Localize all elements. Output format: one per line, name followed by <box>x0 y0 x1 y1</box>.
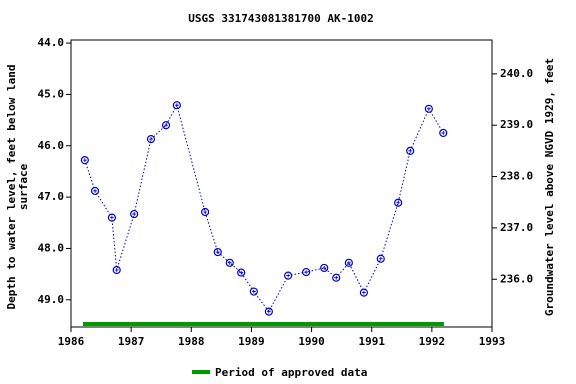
x-tick-label: 1990 <box>298 335 325 348</box>
data-point <box>284 271 293 280</box>
data-point <box>201 207 210 217</box>
data-point-cross <box>239 270 244 275</box>
legend-label: Period of approved data <box>215 366 367 379</box>
y2-tick-label: 237.0 <box>500 221 533 234</box>
y-tick-label: 45.0 <box>38 87 65 100</box>
data-point-cross <box>286 273 291 278</box>
y-tick-label: 47.0 <box>38 190 65 203</box>
data-point <box>376 254 385 263</box>
data-point <box>264 307 273 316</box>
plot-frame <box>70 39 493 328</box>
data-point <box>146 134 156 144</box>
data-point <box>320 263 329 273</box>
data-point-cross <box>408 148 413 153</box>
y-tick-label: 48.0 <box>38 241 65 254</box>
data-point <box>225 258 234 267</box>
chart-title: USGS 331743081381700 AK-1002 <box>188 12 373 25</box>
data-point <box>130 209 139 219</box>
data-point <box>406 146 415 155</box>
x-tick-label: 1988 <box>178 335 205 348</box>
data-point-cross <box>114 268 119 273</box>
data-point-cross <box>346 260 351 265</box>
data-point-cross <box>93 188 98 193</box>
y2-tick-label: 238.0 <box>500 170 533 183</box>
y2-tick-label: 236.0 <box>500 272 533 285</box>
data-point <box>302 267 311 277</box>
data-point-cross <box>378 256 383 261</box>
y2-tick-label: 239.0 <box>500 118 533 131</box>
data-point-cross <box>82 158 87 163</box>
x-tick-label: 1991 <box>358 335 385 348</box>
data-point-cross <box>361 290 366 295</box>
data-point <box>161 121 171 130</box>
data-point-cross <box>441 130 446 135</box>
y-tick-label: 49.0 <box>38 293 65 306</box>
y2-tick-label: 240.0 <box>500 67 533 80</box>
data-point-cross <box>132 212 137 217</box>
data-point <box>424 104 433 113</box>
x-tick-label: 1993 <box>479 335 506 348</box>
data-point <box>172 101 181 110</box>
x-tick-label: 1987 <box>118 335 145 348</box>
x-tick-label: 1986 <box>58 335 85 348</box>
y-tick-label: 46.0 <box>38 139 65 152</box>
data-point <box>439 128 448 138</box>
y2-axis-label: Groundwater level above NGVD 1929, feet <box>543 58 556 316</box>
data-point <box>332 273 341 282</box>
data-point-cross <box>148 137 153 142</box>
data-point-cross <box>426 106 431 111</box>
x-tick-label: 1989 <box>238 335 265 348</box>
data-point-cross <box>396 200 401 205</box>
data-point-cross <box>164 123 169 128</box>
data-point <box>90 186 100 196</box>
data-point-cross <box>215 250 220 255</box>
data-point <box>107 213 116 222</box>
y-axis-label: surface <box>17 163 30 210</box>
data-point-cross <box>334 275 339 280</box>
y-axis-label: Depth to water level, feet below land <box>5 64 18 309</box>
data-point-cross <box>174 103 179 108</box>
data-point <box>249 287 258 296</box>
data-line <box>84 103 444 313</box>
data-point <box>344 258 353 267</box>
data-point <box>213 247 222 257</box>
data-point-cross <box>203 209 208 214</box>
data-point-cross <box>251 289 256 294</box>
data-point-cross <box>304 270 309 275</box>
data-point <box>237 268 246 277</box>
x-tick-label: 1992 <box>419 335 446 348</box>
y-tick-label: 44.0 <box>38 36 65 49</box>
data-point <box>112 265 121 275</box>
data-point-cross <box>109 215 114 220</box>
data-point <box>359 288 368 297</box>
data-point-cross <box>266 309 271 314</box>
data-point <box>80 156 89 165</box>
data-point <box>394 198 403 207</box>
data-point-cross <box>322 265 327 270</box>
data-point-cross <box>227 260 232 265</box>
